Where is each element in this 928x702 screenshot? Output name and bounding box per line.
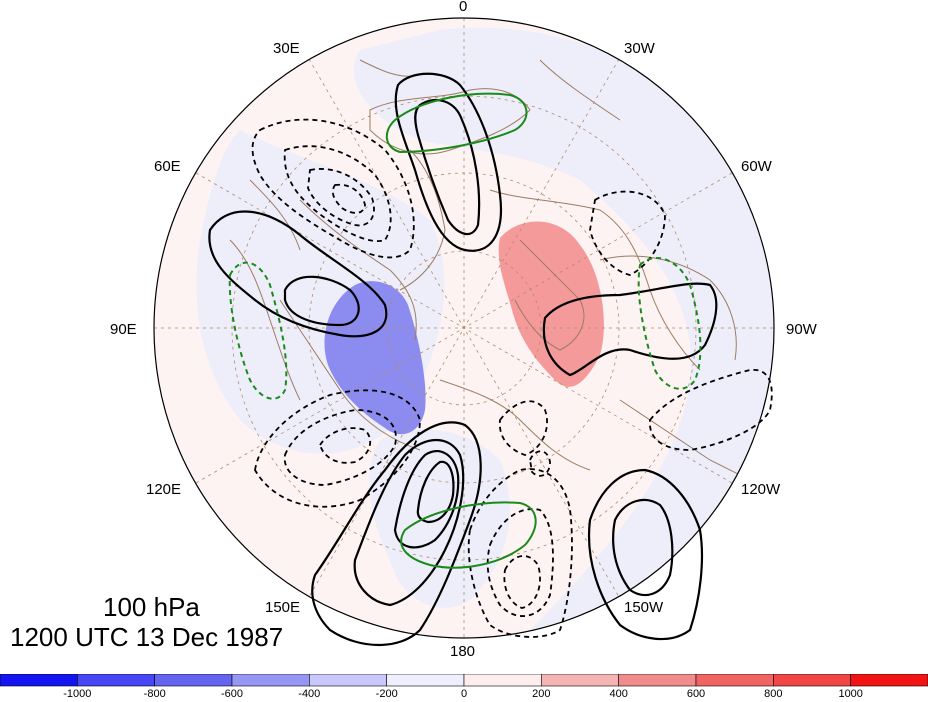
negative-contour bbox=[307, 168, 375, 227]
colorbar-tick-label: 800 bbox=[764, 688, 783, 700]
positive-contour bbox=[208, 210, 388, 338]
negative-contour bbox=[486, 508, 554, 617]
green-solid-contour bbox=[400, 501, 537, 569]
longitude-label-90w: 90W bbox=[786, 321, 817, 338]
solid-black-contours bbox=[208, 72, 718, 646]
colorbar-swatch bbox=[0, 674, 78, 687]
negative-contour bbox=[503, 555, 541, 609]
colorbar-tick-label: -1000 bbox=[63, 688, 92, 700]
positive-anomaly-shading bbox=[498, 221, 604, 387]
negative-contour bbox=[529, 450, 551, 477]
positive-contour bbox=[393, 450, 460, 549]
colorbar-swatch bbox=[850, 674, 928, 687]
colorbar bbox=[0, 674, 928, 687]
negative-contour bbox=[498, 400, 548, 456]
green-dashed-contour bbox=[228, 261, 288, 400]
colorbar-swatch bbox=[463, 674, 542, 687]
colorbar-tick-label: 400 bbox=[609, 688, 628, 700]
negative-contour bbox=[283, 409, 397, 486]
colorbar-swatch bbox=[231, 674, 310, 687]
colorbar-tick-label: -200 bbox=[375, 688, 398, 700]
positive-contour bbox=[588, 468, 704, 641]
colorbar-tick-label: -800 bbox=[143, 688, 166, 700]
colorbar-tick-label: -400 bbox=[298, 688, 321, 700]
negative-contour bbox=[283, 145, 392, 242]
colorbar-tick-label: 600 bbox=[686, 688, 706, 700]
negative-contour bbox=[331, 183, 366, 214]
green-dashed-contour bbox=[637, 256, 702, 390]
colorbar-swatch bbox=[309, 674, 387, 687]
positive-contour bbox=[353, 439, 465, 607]
longitude-label-120w: 120W bbox=[741, 481, 781, 498]
longitude-label-60w: 60W bbox=[741, 158, 772, 175]
negative-contour bbox=[649, 369, 773, 451]
negative-anomaly-shading bbox=[324, 281, 426, 435]
pressure-level-label: 100 hPa bbox=[103, 592, 200, 622]
graticule bbox=[154, 18, 774, 638]
negative-contour bbox=[467, 468, 573, 638]
green-contours bbox=[228, 92, 702, 569]
positive-contour bbox=[612, 498, 674, 597]
negative-contour bbox=[589, 190, 666, 276]
colorbar-tick-label: 1000 bbox=[838, 688, 863, 700]
colorbar-tick-label: 0 bbox=[460, 688, 468, 700]
longitude-label-180: 180 bbox=[450, 643, 476, 660]
colorbar-swatch bbox=[618, 674, 697, 687]
colorbar-tick-label: -600 bbox=[220, 688, 244, 700]
longitude-label-120e: 120E bbox=[146, 481, 182, 498]
negative-contour bbox=[254, 389, 421, 508]
longitude-label-150w: 150W bbox=[624, 599, 664, 616]
longitude-label-150e: 150E bbox=[265, 599, 301, 616]
longitude-label-30w: 30W bbox=[624, 40, 655, 57]
colorbar-swatch bbox=[695, 674, 774, 687]
negative-contour bbox=[319, 427, 372, 464]
positive-contour bbox=[542, 282, 718, 377]
colorbar-swatch bbox=[541, 674, 619, 687]
shaded-field bbox=[196, 27, 774, 638]
negative-contour bbox=[251, 118, 415, 259]
positive-contour bbox=[311, 421, 482, 646]
colorbar-swatch bbox=[77, 674, 155, 687]
valid-time-label: 1200 UTC 13 Dec 1987 bbox=[10, 622, 284, 652]
colorbar-swatch bbox=[386, 674, 465, 687]
longitude-label-60e: 60E bbox=[154, 158, 181, 175]
positive-contour bbox=[283, 275, 360, 327]
map-border bbox=[153, 17, 775, 639]
positive-contour bbox=[394, 72, 503, 252]
weak-negative-region bbox=[353, 27, 774, 638]
longitude-label-30e: 30E bbox=[273, 40, 300, 57]
coastlines bbox=[229, 59, 771, 491]
colorbar-swatch bbox=[154, 674, 233, 687]
longitude-label-0: 0 bbox=[459, 0, 468, 15]
longitude-label-90e: 90E bbox=[110, 321, 137, 338]
colorbar-swatch bbox=[773, 674, 851, 687]
positive-contour bbox=[414, 98, 481, 236]
colorbar-tick-label: 200 bbox=[532, 688, 551, 700]
dashed-black-contours bbox=[251, 118, 773, 638]
green-solid-contour bbox=[385, 92, 528, 154]
